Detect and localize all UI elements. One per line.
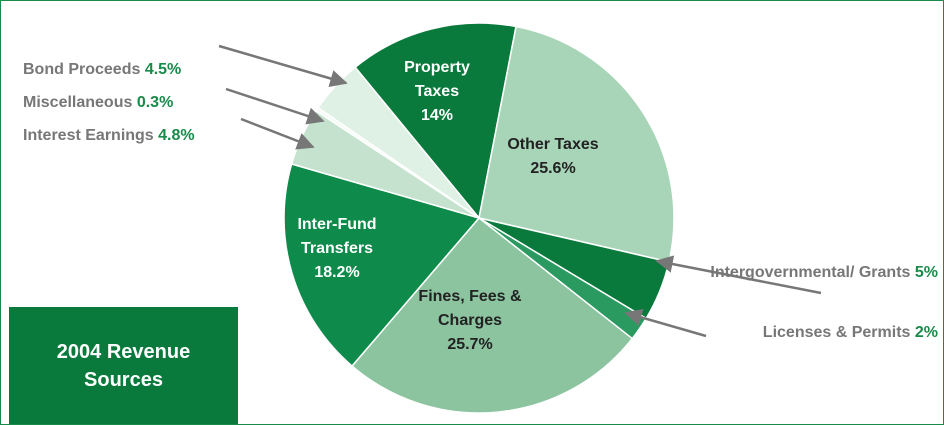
arrow (225, 87, 325, 125)
category-label: Intergovernmental/ Grants (710, 264, 911, 281)
category-label: Miscellaneous (23, 94, 133, 111)
pie-slice (478, 25, 675, 263)
value-label: 2% (914, 324, 938, 341)
value-label: 18.2% (314, 264, 360, 281)
value-label: 0.3% (136, 94, 174, 111)
value-label: 14% (420, 107, 454, 124)
value-label: 4.5% (144, 61, 182, 78)
title-box: 2004 Revenue Sources (9, 307, 238, 424)
slice-label: Fines, Fees & Charges 25.7% (395, 285, 545, 357)
category-label: Licenses & Permits (762, 324, 911, 341)
arrow (624, 308, 707, 338)
arrow (218, 44, 348, 87)
value-label: 5% (914, 264, 938, 281)
value-label: 4.8% (158, 127, 195, 144)
slice-label: Miscellaneous 0.3% (23, 91, 283, 115)
category-label: Interest Earnings (23, 127, 154, 144)
arrow (240, 117, 315, 150)
slice-label: Other Taxes 25.6% (488, 133, 618, 181)
slice-label: Property Taxes 14% (387, 56, 487, 128)
chart-title: 2004 Revenue Sources (56, 340, 191, 391)
slice-label: Licenses & Permits 2% (601, 321, 938, 345)
slice-label: Bond Proceeds 4.5% (23, 58, 283, 82)
arrows (218, 44, 822, 338)
pie-slice (350, 216, 634, 414)
slice-label: Interest Earnings 4.8% (23, 124, 283, 148)
pie-slice (283, 163, 481, 368)
category-label: Bond Proceeds (23, 61, 141, 78)
pie-slice (354, 22, 517, 220)
slice-label: Inter-Fund Transfers 18.2% (282, 213, 392, 285)
value-label: 25.6% (530, 160, 576, 177)
category-label: Fines, Fees & Charges (418, 288, 522, 329)
category-label: Inter-Fund Transfers (297, 216, 377, 257)
slice-label: Intergovernmental/ Grants 5% (701, 261, 938, 285)
arrow (655, 255, 822, 295)
value-label: 25.7% (447, 336, 493, 353)
category-label: Other Taxes (507, 136, 599, 153)
category-label: Property Taxes (404, 59, 470, 100)
